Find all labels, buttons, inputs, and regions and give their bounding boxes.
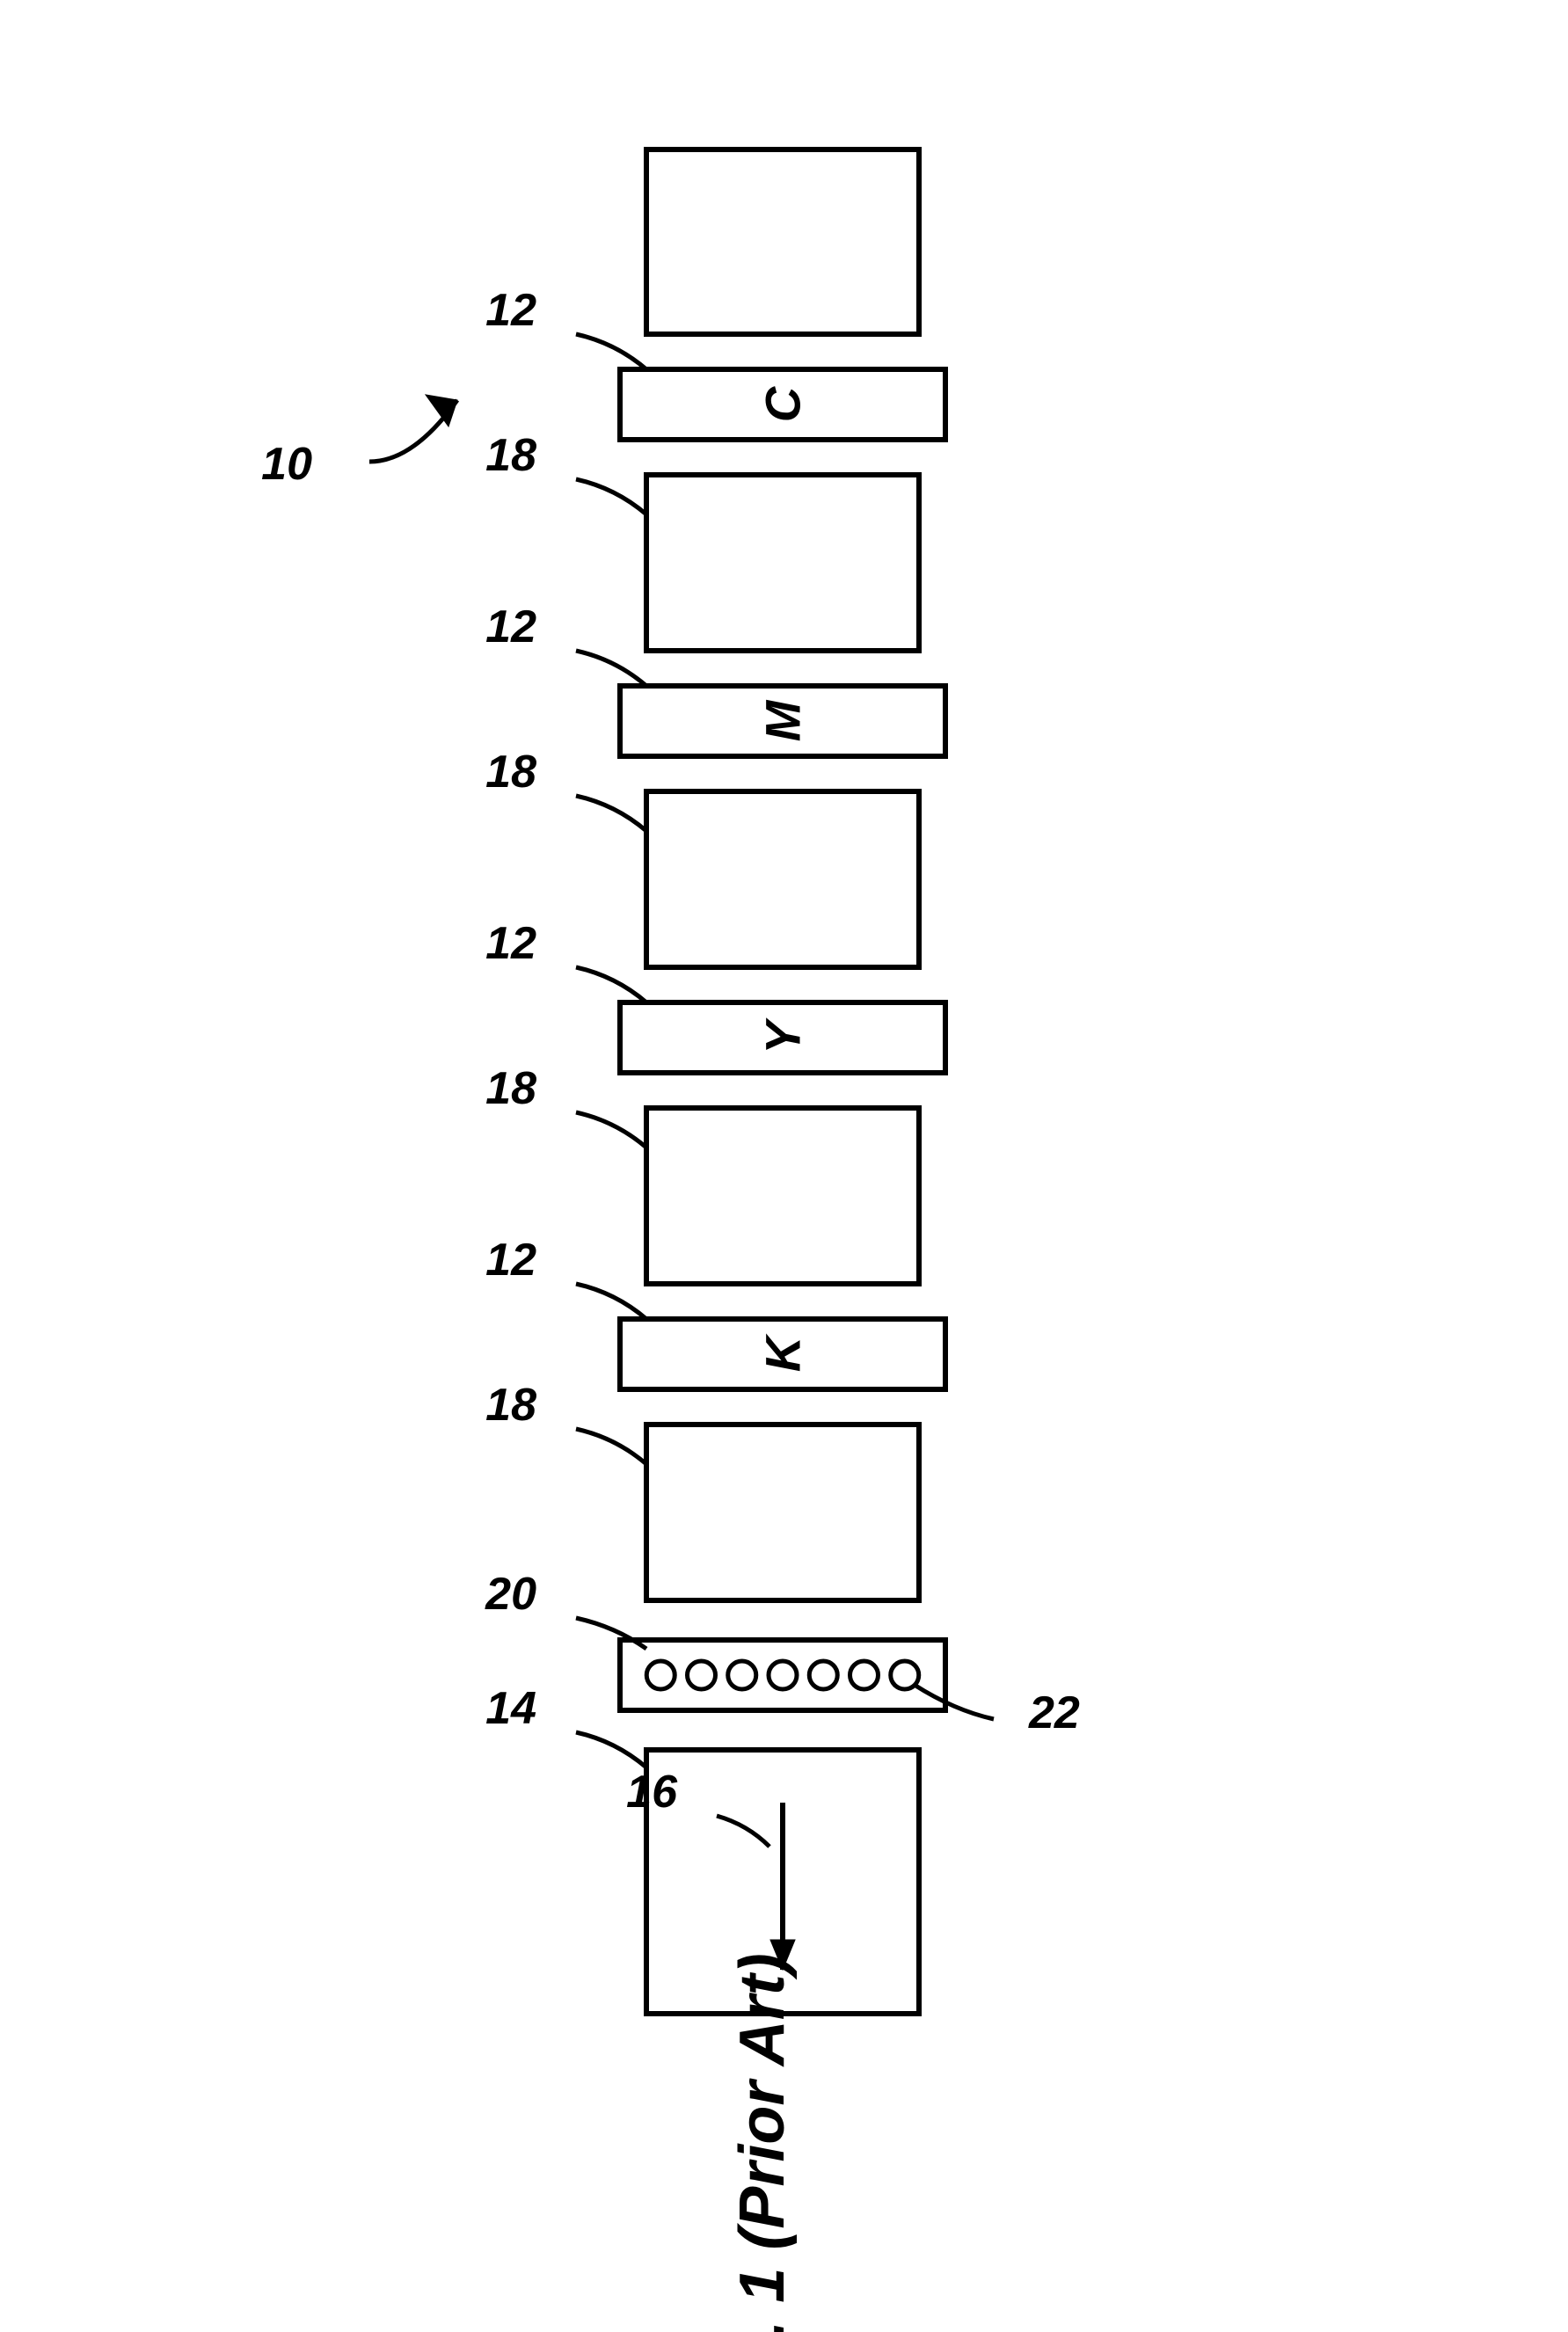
- dryer-box: [646, 475, 919, 651]
- ref-label: 12: [485, 601, 536, 652]
- leader-line: [576, 479, 646, 514]
- diagram-canvas: 10 C 12 18 M 12 18 Y 12 18 K 12 18 20 22 14 16 FIG. 1 (Pr…: [0, 0, 1568, 2332]
- ref-label: 22: [1028, 1687, 1080, 1738]
- leader-line: [576, 796, 646, 831]
- sensor-box: [620, 1640, 945, 1710]
- print-station-letter: M: [755, 699, 811, 741]
- leader-line: [576, 967, 646, 1002]
- ref-label: 20: [485, 1569, 536, 1620]
- dryer-box: [646, 1108, 919, 1284]
- leader-line: [576, 1732, 646, 1767]
- ref-label: 12: [485, 285, 536, 336]
- ref-label: 16: [626, 1767, 678, 1818]
- ref-label: 12: [485, 1235, 536, 1286]
- print-station-letter: C: [755, 385, 811, 422]
- ref-label: 12: [485, 918, 536, 969]
- ref-label: 18: [485, 1380, 536, 1431]
- dryer-box: [646, 791, 919, 967]
- leader-line: [576, 1284, 646, 1319]
- figure-caption: FIG. 1 (Prior Art): [727, 1953, 798, 2332]
- leader-line: [576, 1618, 646, 1649]
- ref-label: 18: [485, 1063, 536, 1114]
- print-station-letter: Y: [755, 1017, 811, 1054]
- ref-label: 14: [485, 1683, 536, 1734]
- print-station-letter: K: [755, 1333, 811, 1372]
- track-end-box: [646, 149, 919, 334]
- ref-label: 18: [485, 430, 536, 481]
- dryer-box: [646, 1425, 919, 1600]
- leader-line: [576, 1429, 646, 1464]
- leader-line: [576, 334, 646, 369]
- leader-line: [576, 1112, 646, 1148]
- ref-label: 18: [485, 747, 536, 798]
- ref-label: 10: [261, 439, 312, 490]
- leader-line: [576, 651, 646, 686]
